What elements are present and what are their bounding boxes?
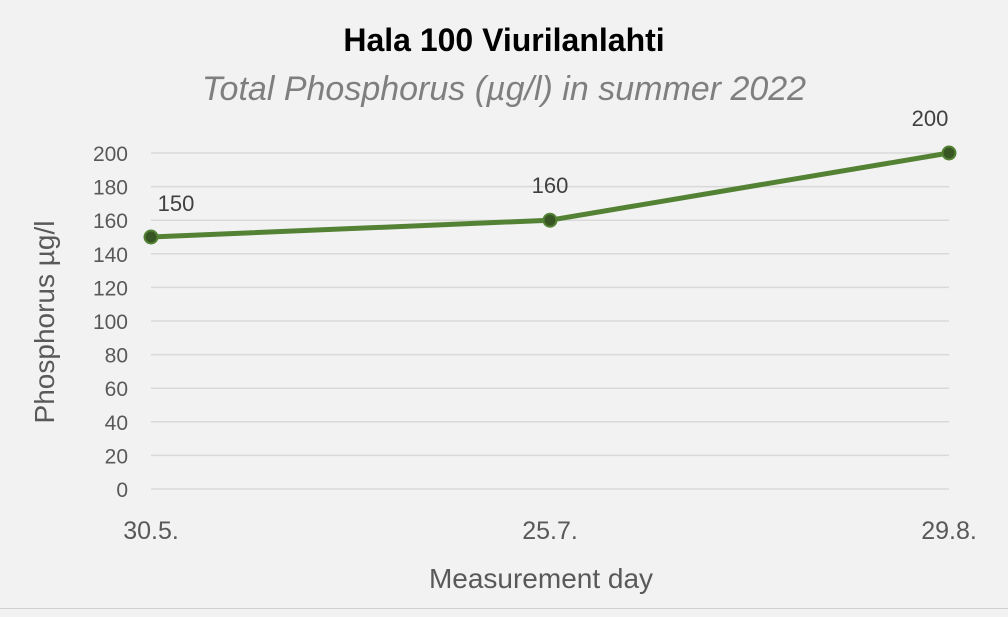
x-axis-label: Measurement day <box>429 563 653 594</box>
y-tick-label: 140 <box>93 244 128 267</box>
x-tick-label: 29.8. <box>921 517 977 545</box>
y-tick-label: 200 <box>93 143 128 166</box>
y-tick-label: 160 <box>93 210 128 233</box>
data-label: 150 <box>158 191 195 216</box>
x-tick-labels: 30.5. 25.7. 29.8. <box>123 517 977 545</box>
y-tick-label: 60 <box>105 378 128 401</box>
y-tick-label: 80 <box>105 345 128 368</box>
data-point <box>941 145 957 161</box>
series-layer <box>143 145 957 245</box>
x-tick-label: 30.5. <box>123 517 179 545</box>
chart-subtitle: Total Phosphorus (µg/l) in summer 2022 <box>201 70 807 108</box>
data-point <box>143 229 159 245</box>
data-point <box>542 212 558 228</box>
data-label: 200 <box>912 106 949 131</box>
x-tick-label: 25.7. <box>522 517 578 545</box>
y-tick-label: 40 <box>105 412 128 435</box>
chart-title: Hala 100 Viurilanlahti <box>343 22 665 58</box>
data-label: 160 <box>532 173 569 198</box>
y-tick-label: 0 <box>116 479 128 502</box>
y-tick-labels: 0 20 40 60 80 100 120 140 160 180 200 <box>93 143 128 502</box>
data-labels: 150 160 200 <box>158 106 949 216</box>
y-tick-label: 180 <box>93 177 128 200</box>
y-tick-label: 120 <box>93 277 128 300</box>
y-axis-label: Phosphorus µg/l <box>29 221 60 424</box>
y-tick-label: 100 <box>93 311 128 334</box>
bottom-divider <box>0 608 1008 617</box>
gridlines <box>151 152 949 490</box>
y-tick-label: 20 <box>105 445 128 468</box>
